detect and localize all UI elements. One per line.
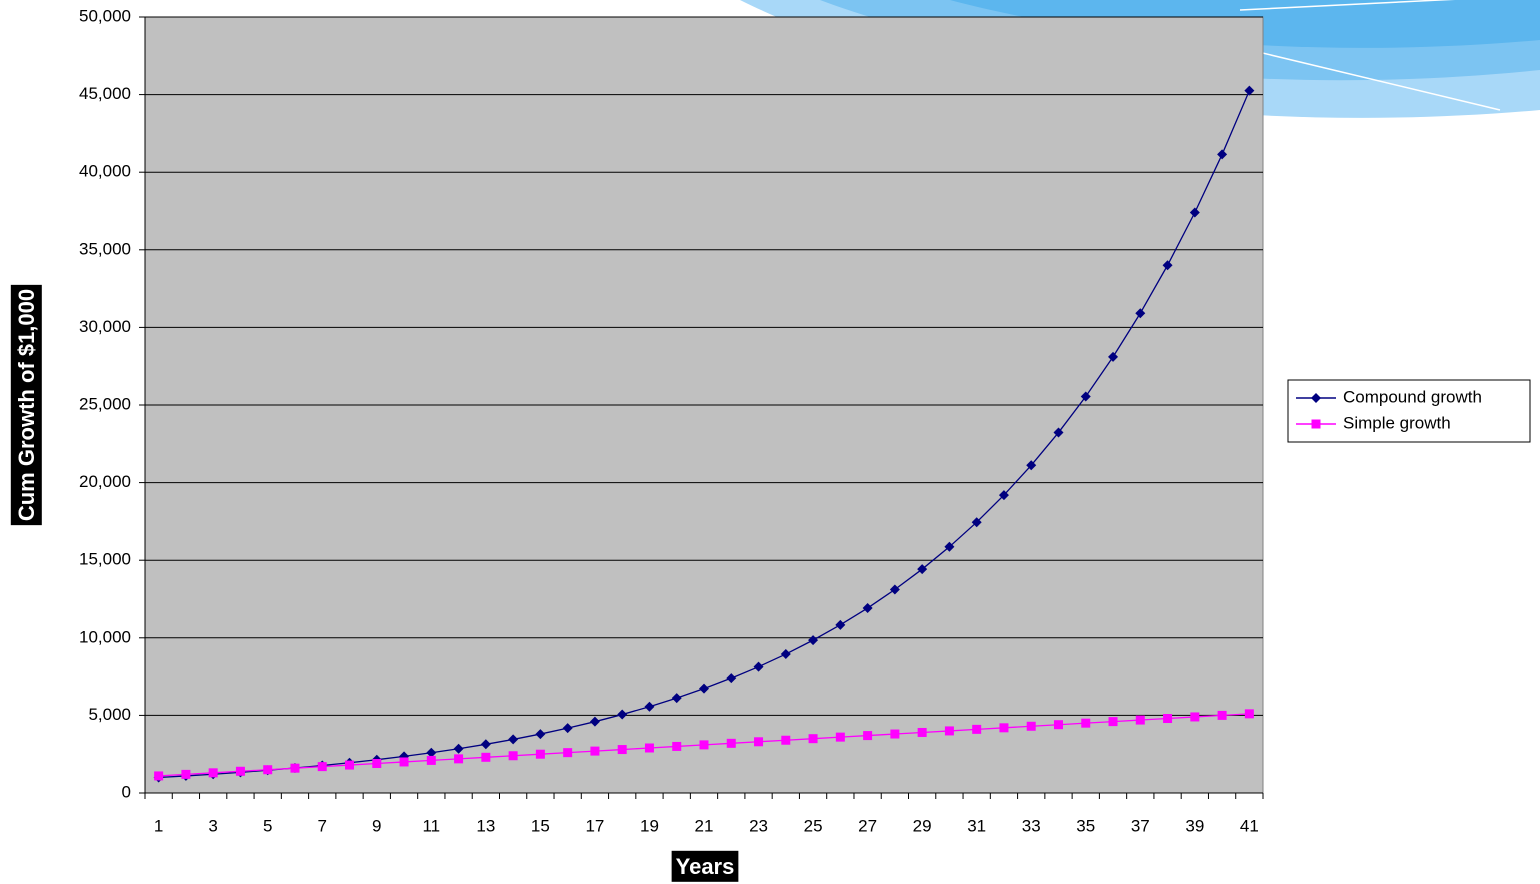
data-point <box>618 745 627 754</box>
data-point <box>809 734 818 743</box>
data-point <box>318 762 327 771</box>
data-point <box>672 742 681 751</box>
data-point <box>645 743 654 752</box>
data-point <box>454 754 463 763</box>
data-point <box>1081 719 1090 728</box>
y-tick-label: 15,000 <box>79 550 131 569</box>
x-tick-label: 35 <box>1076 816 1095 835</box>
x-tick-label: 1 <box>154 816 163 835</box>
x-tick-label: 39 <box>1185 816 1204 835</box>
data-point <box>836 733 845 742</box>
plot-area: 0 5,000 10,000 15,000 20,000 25,000 30,000 35,0… <box>11 6 1530 881</box>
y-tick-label: 0 <box>122 782 131 801</box>
data-point <box>1163 714 1172 723</box>
data-point <box>863 731 872 740</box>
legend-marker <box>1312 420 1321 429</box>
x-tick-label: 3 <box>208 816 217 835</box>
x-tick-label: 11 <box>422 816 440 835</box>
x-tick-label: 31 <box>967 816 986 835</box>
data-point <box>727 739 736 748</box>
chart: 0 5,000 10,000 15,000 20,000 25,000 30,000 35,0… <box>0 0 1540 884</box>
data-point <box>1190 712 1199 721</box>
page: {"chart_data": {"type": "line", "x_label… <box>0 0 1540 884</box>
x-tick-label: 25 <box>804 816 823 835</box>
data-point <box>400 757 409 766</box>
data-point <box>754 737 763 746</box>
data-point <box>1136 716 1145 725</box>
y-tick-label: 35,000 <box>79 239 131 258</box>
data-point <box>781 736 790 745</box>
y-tick-label: 50,000 <box>79 6 131 25</box>
x-axis-title: Years <box>676 854 735 879</box>
data-point <box>290 764 299 773</box>
data-point <box>345 761 354 770</box>
y-tick-label: 10,000 <box>79 627 131 646</box>
x-tick-label: 23 <box>749 816 768 835</box>
y-tick-label: 30,000 <box>79 317 131 336</box>
y-tick-label: 40,000 <box>79 162 131 181</box>
data-point <box>700 740 709 749</box>
data-point <box>1027 722 1036 731</box>
data-point <box>1245 709 1254 718</box>
x-tick-label: 41 <box>1240 816 1259 835</box>
x-tick-label: 15 <box>531 816 550 835</box>
legend-label: Compound growth <box>1343 387 1482 406</box>
data-point <box>209 768 218 777</box>
y-tick-label: 45,000 <box>79 84 131 103</box>
x-tick-label: 37 <box>1131 816 1150 835</box>
data-point <box>1218 711 1227 720</box>
x-tick-label: 27 <box>858 816 877 835</box>
y-tick-label: 5,000 <box>88 705 131 724</box>
legend-label: Simple growth <box>1343 413 1451 432</box>
data-point <box>154 771 163 780</box>
data-point <box>263 765 272 774</box>
data-point <box>972 725 981 734</box>
x-tick-label: 17 <box>585 816 604 835</box>
x-tick-label: 33 <box>1022 816 1041 835</box>
x-tick-label: 9 <box>372 816 381 835</box>
x-tick-label: 29 <box>913 816 932 835</box>
x-tick-label: 7 <box>318 816 327 835</box>
data-point <box>372 759 381 768</box>
data-point <box>427 756 436 765</box>
data-point <box>945 726 954 735</box>
x-tick-label: 5 <box>263 816 272 835</box>
x-tick-label: 13 <box>476 816 495 835</box>
data-point <box>563 748 572 757</box>
data-point <box>890 730 899 739</box>
data-point <box>481 753 490 762</box>
y-tick-label: 20,000 <box>79 472 131 491</box>
data-point <box>1109 717 1118 726</box>
data-point <box>181 770 190 779</box>
data-point <box>536 750 545 759</box>
data-point <box>236 767 245 776</box>
y-tick-label: 25,000 <box>79 394 131 413</box>
legend: Compound growth Simple growth <box>1288 380 1530 442</box>
x-tick-label: 19 <box>640 816 659 835</box>
y-axis-title: Cum Growth of $1,000 <box>14 289 39 521</box>
data-point <box>999 723 1008 732</box>
x-tick-label: 21 <box>695 816 714 835</box>
data-point <box>509 751 518 760</box>
data-point <box>590 747 599 756</box>
data-point <box>1054 720 1063 729</box>
data-point <box>918 728 927 737</box>
